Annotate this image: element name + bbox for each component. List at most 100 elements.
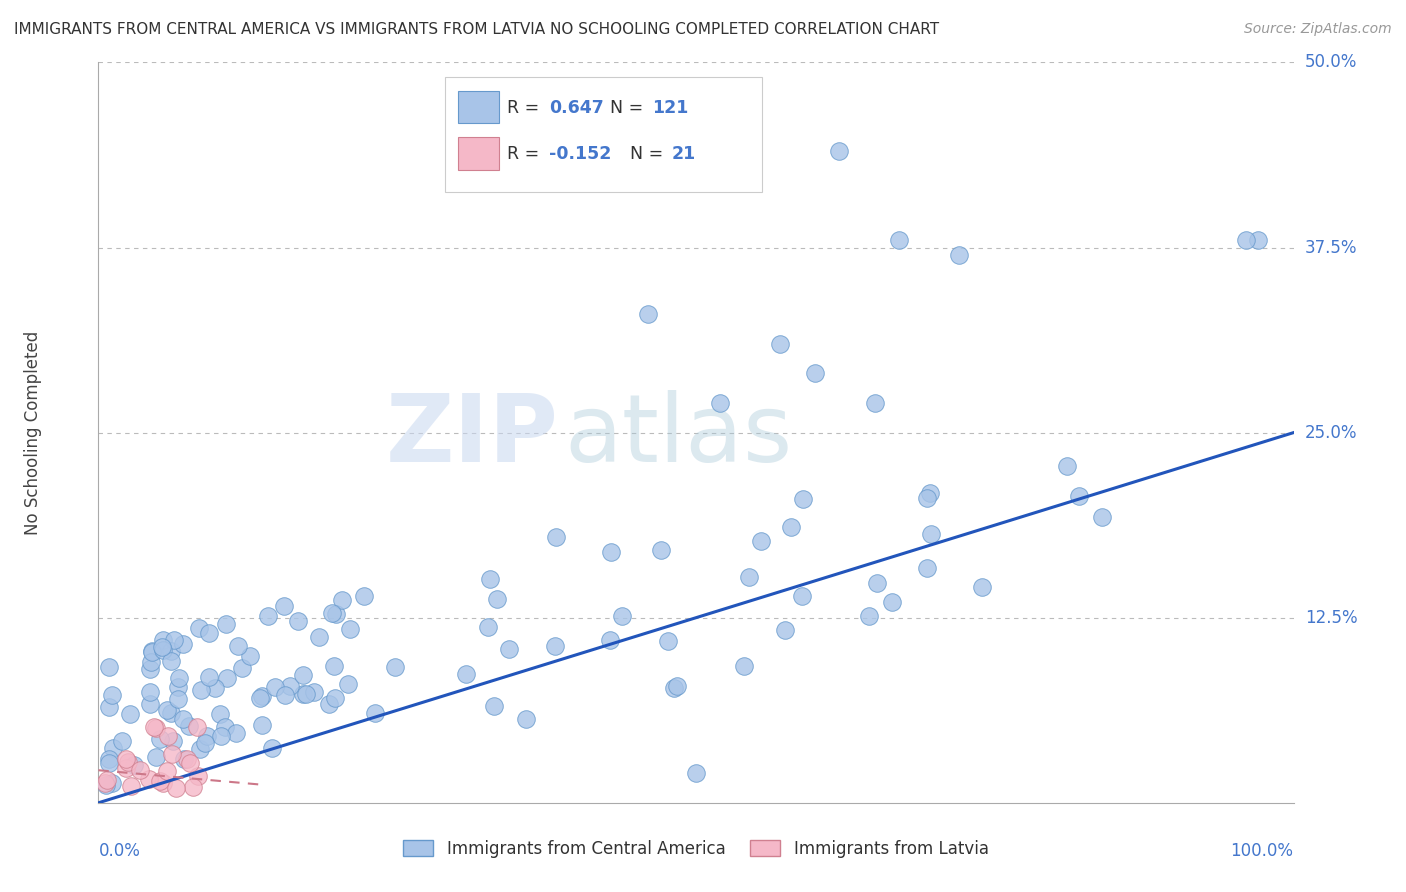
Point — [179, 756, 201, 770]
Point — [250, 689, 273, 703]
Point — [159, 706, 181, 721]
Point — [325, 607, 347, 621]
Point — [208, 706, 231, 721]
Text: -0.152: -0.152 — [548, 145, 612, 163]
Point — [768, 336, 790, 351]
Point — [160, 747, 183, 761]
Point — [339, 622, 361, 636]
Point — [325, 691, 347, 706]
Point — [792, 492, 814, 507]
Point — [918, 485, 941, 500]
Point — [187, 769, 209, 783]
Point — [790, 589, 813, 603]
Point — [295, 687, 318, 701]
Point — [291, 687, 314, 701]
Text: 0.0%: 0.0% — [98, 842, 141, 860]
Point — [650, 542, 672, 557]
Point — [1056, 458, 1078, 473]
Point — [664, 681, 686, 695]
Legend: Immigrants from Central America, Immigrants from Latvia: Immigrants from Central America, Immigra… — [396, 833, 995, 865]
Text: 121: 121 — [652, 99, 688, 117]
Point — [479, 573, 502, 587]
Point — [318, 697, 340, 711]
Point — [194, 736, 217, 750]
Point — [156, 764, 179, 779]
Point — [685, 766, 707, 780]
Point — [828, 145, 851, 159]
Point — [738, 570, 761, 584]
Point — [100, 775, 122, 789]
Text: 12.5%: 12.5% — [1305, 608, 1357, 627]
Point — [889, 233, 911, 247]
Point — [482, 698, 505, 713]
Text: N =: N = — [630, 145, 669, 163]
Point — [204, 681, 226, 695]
Point — [115, 752, 138, 766]
Point — [225, 726, 247, 740]
Point — [292, 668, 315, 682]
Point — [195, 729, 218, 743]
Point — [612, 608, 634, 623]
Point — [152, 632, 174, 647]
Point — [120, 706, 142, 721]
Point — [198, 670, 221, 684]
Point — [167, 680, 190, 694]
Point — [160, 654, 183, 668]
Point — [141, 645, 163, 659]
Text: 37.5%: 37.5% — [1305, 238, 1357, 257]
Text: R =: R = — [508, 99, 546, 117]
Point — [866, 575, 889, 590]
Point — [139, 698, 162, 712]
Point — [948, 248, 970, 262]
Point — [273, 688, 295, 702]
Point — [98, 752, 121, 766]
Point — [139, 662, 162, 676]
Point — [917, 491, 939, 505]
Point — [1234, 233, 1257, 247]
Point — [186, 720, 208, 734]
Point — [150, 640, 173, 654]
Point — [215, 617, 238, 632]
Point — [250, 718, 273, 732]
Point — [190, 682, 212, 697]
Text: 21: 21 — [672, 145, 696, 163]
Point — [156, 703, 179, 717]
Point — [122, 757, 145, 772]
Point — [139, 655, 162, 669]
Point — [666, 679, 689, 693]
Point — [96, 778, 118, 792]
Point — [915, 561, 938, 575]
Point — [858, 608, 880, 623]
Point — [101, 689, 124, 703]
Point — [599, 632, 621, 647]
Text: Source: ZipAtlas.com: Source: ZipAtlas.com — [1244, 22, 1392, 37]
Point — [97, 660, 120, 674]
Text: 0.647: 0.647 — [548, 99, 603, 117]
Point — [321, 607, 343, 621]
Point — [128, 763, 150, 777]
Point — [364, 706, 387, 720]
Point — [167, 691, 190, 706]
Point — [97, 700, 120, 714]
Point — [98, 756, 121, 770]
Point — [231, 661, 253, 675]
Point — [773, 623, 796, 637]
Point — [152, 642, 174, 657]
Point — [190, 741, 212, 756]
Point — [323, 659, 346, 673]
Point — [181, 780, 204, 794]
Point — [139, 684, 162, 698]
Point — [249, 690, 271, 705]
Point — [120, 779, 142, 793]
Point — [172, 712, 194, 726]
Point — [143, 720, 166, 734]
Point — [165, 780, 187, 795]
Point — [172, 637, 194, 651]
Text: atlas: atlas — [565, 391, 793, 483]
Point — [257, 608, 280, 623]
Point — [167, 671, 190, 685]
Point — [217, 671, 239, 685]
Point — [103, 741, 125, 756]
Text: 25.0%: 25.0% — [1305, 424, 1357, 442]
Point — [176, 752, 198, 766]
